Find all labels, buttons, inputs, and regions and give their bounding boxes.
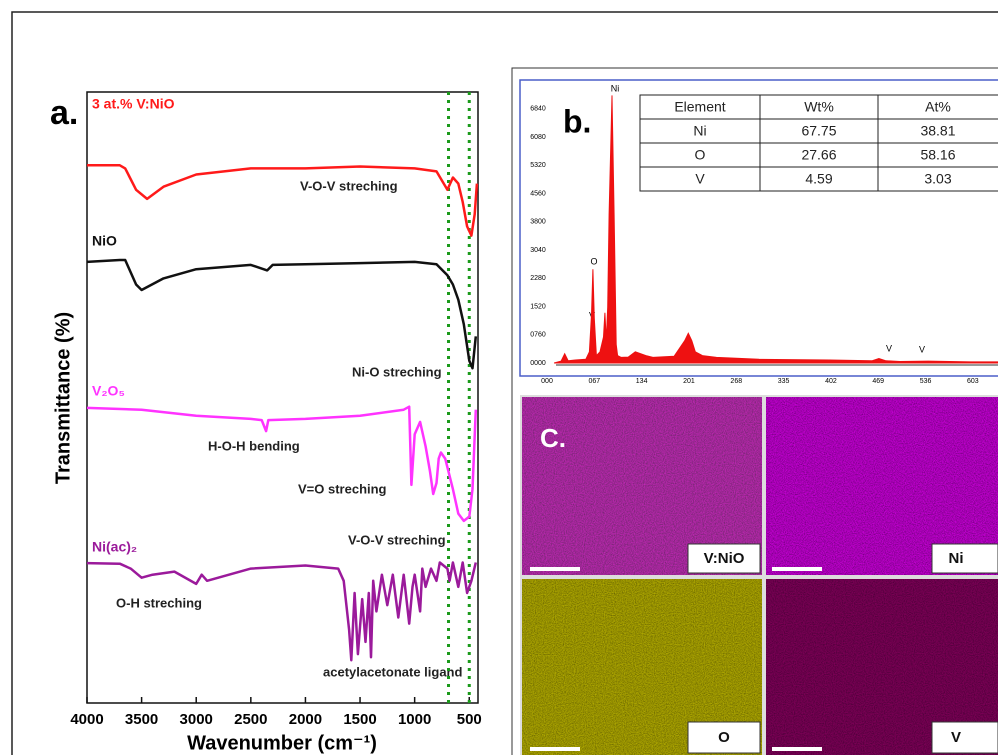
annotation: H-O-H bending bbox=[208, 438, 300, 453]
panel-a: a. 3 at.% V:NiO NiO V₂O₅ Ni(ac)₂ V-O-V s… bbox=[50, 91, 482, 754]
table-header: Wt% bbox=[804, 99, 834, 115]
x-tick-label: 603 bbox=[967, 378, 979, 385]
series-label: 3 at.% V:NiO bbox=[92, 96, 175, 112]
annotation: V-O-V streching bbox=[348, 532, 446, 547]
annotation: V=O streching bbox=[298, 481, 387, 496]
x-tick-label: 469 bbox=[872, 378, 884, 385]
map-label: O bbox=[718, 729, 730, 746]
y-tick-label: 3040 bbox=[530, 247, 546, 254]
panel-b: b. O V Ni V V 6840 6080 5320 4560 3800 3040 22… bbox=[511, 67, 998, 755]
x-tick-label: 536 bbox=[920, 378, 932, 385]
figure-border bbox=[11, 11, 998, 755]
y-tick-label: 2280 bbox=[530, 275, 546, 282]
peak-label: O bbox=[590, 256, 597, 266]
x-tick-label: 500 bbox=[457, 711, 482, 728]
annotation: acetylacetonate ligand bbox=[323, 664, 462, 679]
y-tick-label: 4560 bbox=[530, 190, 546, 197]
map-label-box bbox=[687, 543, 761, 574]
x-tick-label: 3500 bbox=[125, 711, 158, 728]
spectrum-line bbox=[87, 164, 479, 237]
map-label: V:NiO bbox=[704, 550, 745, 567]
annotation: Ni-O streching bbox=[352, 364, 442, 379]
panel-border bbox=[511, 67, 998, 755]
x-axis-label: Wavenumber (cm⁻¹) bbox=[187, 732, 377, 754]
x-tick-label: 2500 bbox=[234, 711, 267, 728]
y-tick-label: 5320 bbox=[530, 162, 546, 169]
y-tick-label: 0760 bbox=[530, 332, 546, 339]
x-tick-label: 1000 bbox=[398, 711, 431, 728]
panel-c: C. V:NiO Ni O V bbox=[520, 395, 998, 755]
peak-label: V bbox=[886, 343, 892, 353]
spectrum-line bbox=[86, 405, 478, 523]
map-label-box bbox=[931, 543, 998, 574]
table-header: Element bbox=[674, 99, 725, 115]
scale-bar bbox=[772, 567, 822, 571]
spectrum-line bbox=[86, 561, 478, 662]
series-label: NiO bbox=[92, 233, 117, 249]
annotation: O-H streching bbox=[116, 595, 202, 610]
x-tick-label: 134 bbox=[636, 378, 648, 385]
map-label: V bbox=[951, 729, 961, 746]
x-tick-label: 268 bbox=[730, 378, 742, 385]
y-tick-label: 3800 bbox=[530, 219, 546, 226]
scale-bar bbox=[530, 567, 580, 571]
plot-frame bbox=[86, 91, 479, 704]
x-tick-label: 1500 bbox=[343, 711, 376, 728]
y-tick-label: 1520 bbox=[530, 303, 546, 310]
series-label: V₂O₅ bbox=[92, 383, 125, 399]
scale-bar bbox=[772, 747, 822, 751]
spectrum-area bbox=[553, 95, 998, 364]
x-tick-label: 335 bbox=[778, 378, 790, 385]
table-cell: V bbox=[695, 171, 705, 187]
map-label-box bbox=[931, 721, 998, 754]
spectrum-line bbox=[86, 258, 478, 370]
x-tick-label: 3000 bbox=[180, 711, 213, 728]
series-label: Ni(ac)₂ bbox=[92, 539, 137, 555]
table-cell: O bbox=[695, 147, 706, 163]
x-tick-label: 000 bbox=[541, 378, 553, 385]
table-header: At% bbox=[925, 99, 951, 115]
x-tick-label: 2000 bbox=[289, 711, 322, 728]
y-tick-label: 0000 bbox=[530, 360, 546, 367]
table-cell: 58.16 bbox=[920, 147, 955, 163]
table-cell: Ni bbox=[693, 123, 706, 139]
eds-table: Element Wt% At% Ni 67.75 38.81 O 27.66 5… bbox=[639, 94, 998, 192]
y-tick-label: 6840 bbox=[530, 106, 546, 113]
peak-label: V bbox=[919, 344, 925, 354]
map-label: Ni bbox=[949, 550, 964, 567]
x-tick-label: 4000 bbox=[70, 711, 103, 728]
peak-label: Ni bbox=[611, 83, 620, 93]
table-cell: 3.03 bbox=[924, 171, 951, 187]
table-cell: 4.59 bbox=[805, 171, 832, 187]
x-tick-label: 067 bbox=[588, 378, 600, 385]
scale-bar bbox=[530, 747, 580, 751]
panel-label: b. bbox=[563, 103, 591, 139]
table-cell: 67.75 bbox=[801, 123, 836, 139]
y-axis-label: Transmittance (%) bbox=[52, 312, 74, 484]
map-label-box bbox=[687, 721, 761, 754]
panel-label: C. bbox=[540, 423, 566, 453]
x-tick-label: 201 bbox=[683, 378, 695, 385]
annotation: V-O-V streching bbox=[300, 178, 398, 193]
panel-label: a. bbox=[50, 94, 78, 132]
y-tick-label: 6080 bbox=[530, 134, 546, 141]
x-tick-label: 402 bbox=[825, 378, 837, 385]
table-cell: 27.66 bbox=[801, 147, 836, 163]
table-cell: 38.81 bbox=[920, 123, 955, 139]
